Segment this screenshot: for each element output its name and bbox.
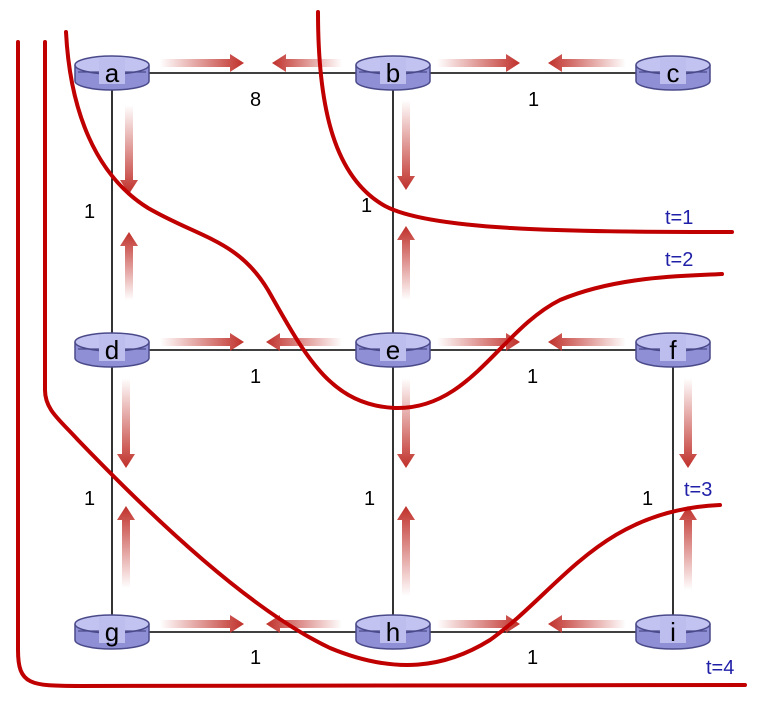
wavefront-t1 <box>316 10 734 234</box>
wavefront-layer <box>16 10 747 689</box>
arrow-d-to-a <box>120 232 138 300</box>
arrow-d-to-e <box>160 333 244 351</box>
arrow-g-to-h <box>160 615 244 633</box>
arrow-c-to-b <box>548 54 626 72</box>
node-label-e: e <box>386 335 400 365</box>
arrow-e-to-f <box>437 333 520 351</box>
node-label-c: c <box>667 58 680 88</box>
arrow-i-to-f <box>679 506 697 590</box>
weight-e-f: 1 <box>527 366 538 388</box>
weight-d-g: 1 <box>84 488 95 510</box>
arrow-g-to-d <box>117 506 135 588</box>
weight-f-i: 1 <box>642 488 653 510</box>
router-a: a <box>74 55 150 91</box>
router-e: e <box>355 332 431 368</box>
node-label-g: g <box>105 617 119 647</box>
router-c: c <box>635 55 711 91</box>
message-arrows-layer <box>117 54 697 633</box>
arrow-a-to-d <box>120 105 138 194</box>
node-label-b: b <box>386 58 400 88</box>
weight-a-b: 8 <box>250 89 261 111</box>
weight-a-d: 1 <box>84 201 95 223</box>
router-g: g <box>74 614 150 650</box>
arrow-h-to-e <box>397 506 415 596</box>
arrow-d-to-g <box>117 378 135 468</box>
arrow-e-to-d <box>266 333 342 351</box>
time-label-t4: t=4 <box>706 657 734 679</box>
weight-b-e: 1 <box>361 195 372 217</box>
time-labels-layer: t=1 t=2 t=3 t=4 <box>665 207 734 679</box>
routers-layer: a b c d e <box>74 55 711 650</box>
weight-h-i: 1 <box>527 647 538 669</box>
arrow-f-to-i <box>679 378 697 468</box>
node-label-a: a <box>105 58 120 88</box>
weight-d-e: 1 <box>250 366 261 388</box>
arrow-f-to-e <box>548 333 626 351</box>
weight-b-c: 1 <box>528 89 539 111</box>
weight-g-h: 1 <box>250 647 261 669</box>
weights-layer: 8 1 1 1 1 1 1 1 1 1 1 <box>84 89 653 669</box>
arrow-h-to-g <box>266 615 342 633</box>
router-b: b <box>355 55 431 91</box>
arrow-e-to-b <box>397 226 415 300</box>
router-f: f <box>635 332 711 368</box>
router-d: d <box>74 332 150 368</box>
router-i: i <box>635 614 711 650</box>
weight-e-h: 1 <box>364 488 375 510</box>
arrow-h-to-i <box>437 615 520 633</box>
arrow-b-to-e <box>397 100 415 190</box>
node-label-h: h <box>386 617 400 647</box>
node-label-f: f <box>669 335 677 365</box>
time-label-t1: t=1 <box>665 207 693 229</box>
links-layer <box>111 72 674 633</box>
wavefront-t2 <box>64 30 724 411</box>
arrow-b-to-a <box>272 54 342 72</box>
node-label-i: i <box>670 617 676 647</box>
arrow-a-to-b <box>160 54 244 72</box>
wavefront-t4 <box>16 40 747 689</box>
time-label-t2: t=2 <box>665 249 693 271</box>
node-label-d: d <box>105 335 119 365</box>
router-h: h <box>355 614 431 650</box>
arrow-b-to-c <box>437 54 520 72</box>
wavefront-t3 <box>43 40 722 668</box>
arrow-e-to-h <box>397 378 415 468</box>
arrow-i-to-h <box>548 615 626 633</box>
time-label-t3: t=3 <box>684 479 712 501</box>
